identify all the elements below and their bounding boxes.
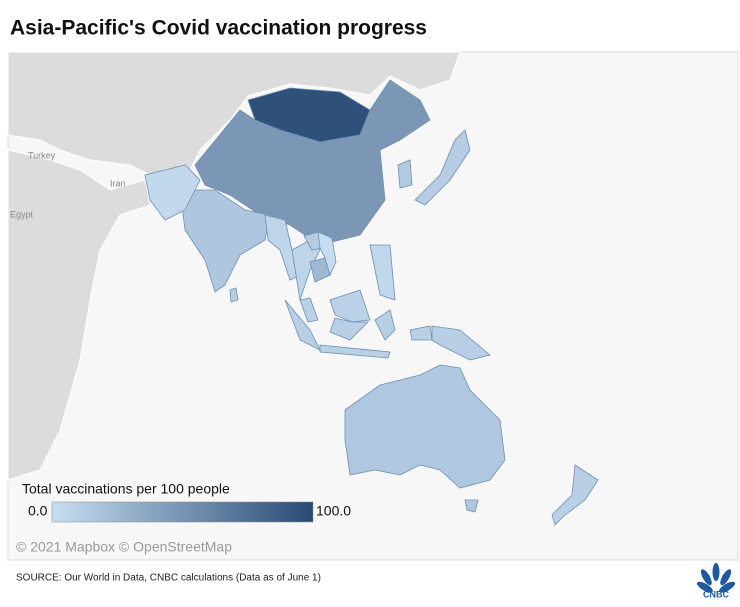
place-label: Iran [110, 178, 126, 188]
legend-bar [51, 501, 314, 523]
region [299, 289, 371, 323]
legend-max: 100.0 [316, 503, 351, 519]
place-label: Egypt [10, 209, 34, 219]
region [397, 159, 413, 189]
source: SOURCE: Our World in Data, CNBC calculat… [16, 573, 321, 584]
region [414, 129, 471, 206]
region [179, 189, 271, 293]
title: Asia-Pacific's Covid vaccination progres… [10, 17, 427, 40]
land-north [7, 51, 461, 176]
legend-title: Total vaccinations per 100 people [22, 481, 230, 497]
region [344, 364, 506, 513]
region [264, 214, 301, 281]
place-label: Turkey [28, 150, 56, 160]
region [317, 231, 337, 277]
land-west [7, 149, 151, 481]
regions [144, 79, 599, 526]
region [431, 325, 491, 361]
logo: CNBC [696, 563, 736, 599]
attribution: © 2021 Mapbox © OpenStreetMap [16, 539, 232, 555]
legend-min: 0.0 [28, 503, 48, 519]
logo-text: CNBC [703, 589, 729, 599]
region [369, 244, 396, 301]
region [284, 299, 433, 359]
region [144, 164, 201, 221]
region [229, 287, 239, 303]
region [551, 464, 599, 526]
